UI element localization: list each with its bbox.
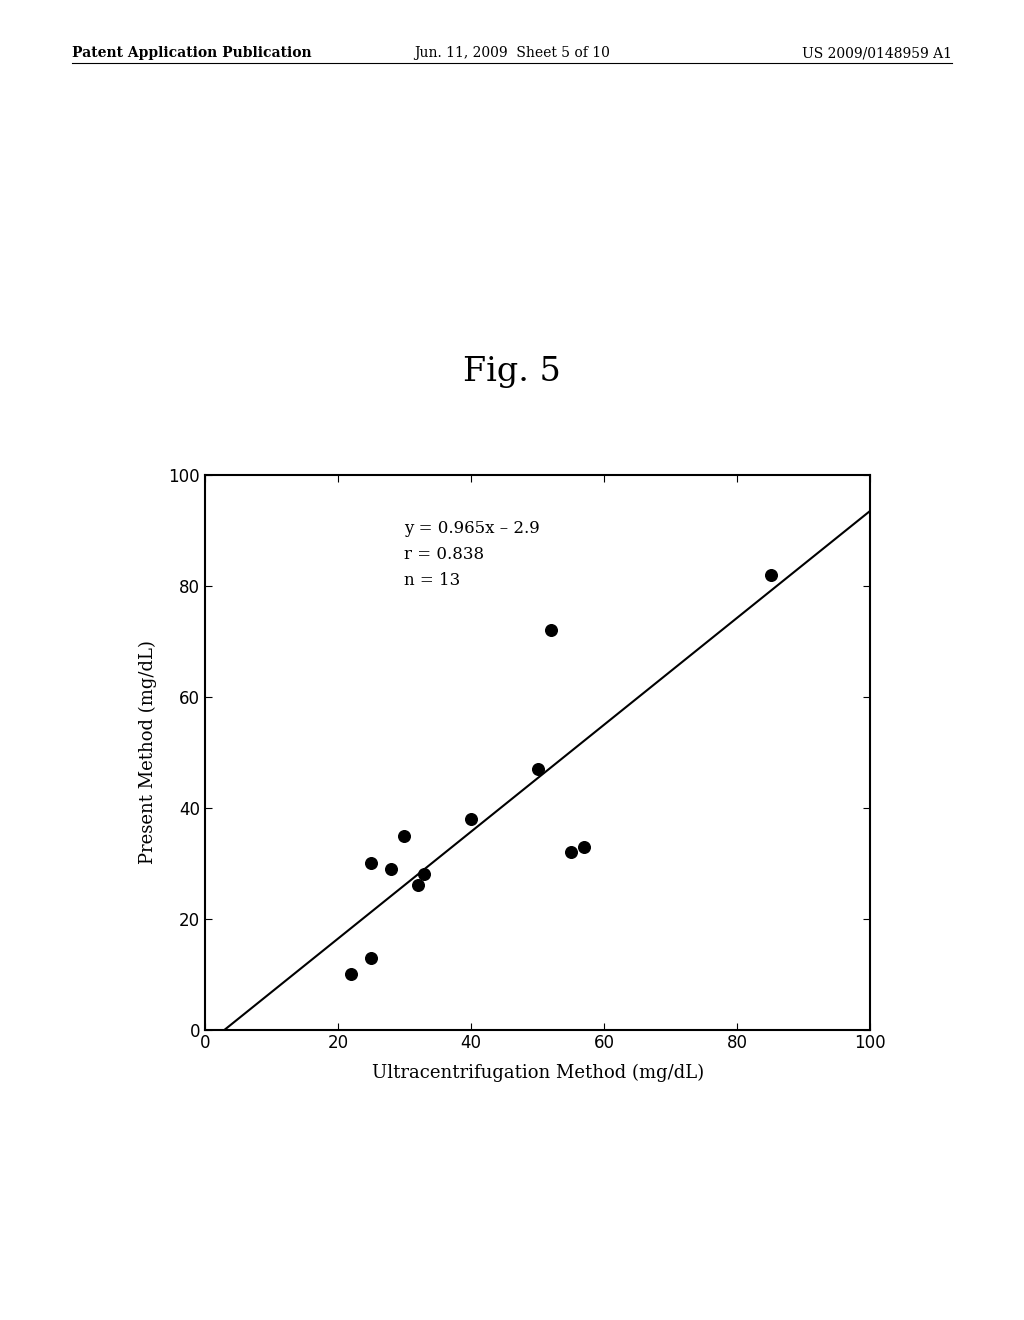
Point [563, 842, 580, 863]
Point [529, 759, 546, 780]
Point [364, 853, 380, 874]
Point [396, 825, 413, 846]
Point [543, 620, 559, 642]
Text: y = 0.965x – 2.9
r = 0.838
n = 13: y = 0.965x – 2.9 r = 0.838 n = 13 [404, 520, 541, 589]
Text: Jun. 11, 2009  Sheet 5 of 10: Jun. 11, 2009 Sheet 5 of 10 [414, 46, 610, 61]
Point [410, 875, 426, 896]
Point [383, 858, 399, 879]
Point [463, 808, 479, 829]
Point [364, 946, 380, 968]
Text: Fig. 5: Fig. 5 [463, 356, 561, 388]
X-axis label: Ultracentrifugation Method (mg/dL): Ultracentrifugation Method (mg/dL) [372, 1064, 703, 1082]
Point [343, 964, 359, 985]
Text: Patent Application Publication: Patent Application Publication [72, 46, 311, 61]
Point [417, 863, 433, 884]
Point [763, 565, 779, 586]
Point [577, 836, 593, 857]
Text: US 2009/0148959 A1: US 2009/0148959 A1 [803, 46, 952, 61]
Y-axis label: Present Method (mg/dL): Present Method (mg/dL) [139, 640, 158, 865]
